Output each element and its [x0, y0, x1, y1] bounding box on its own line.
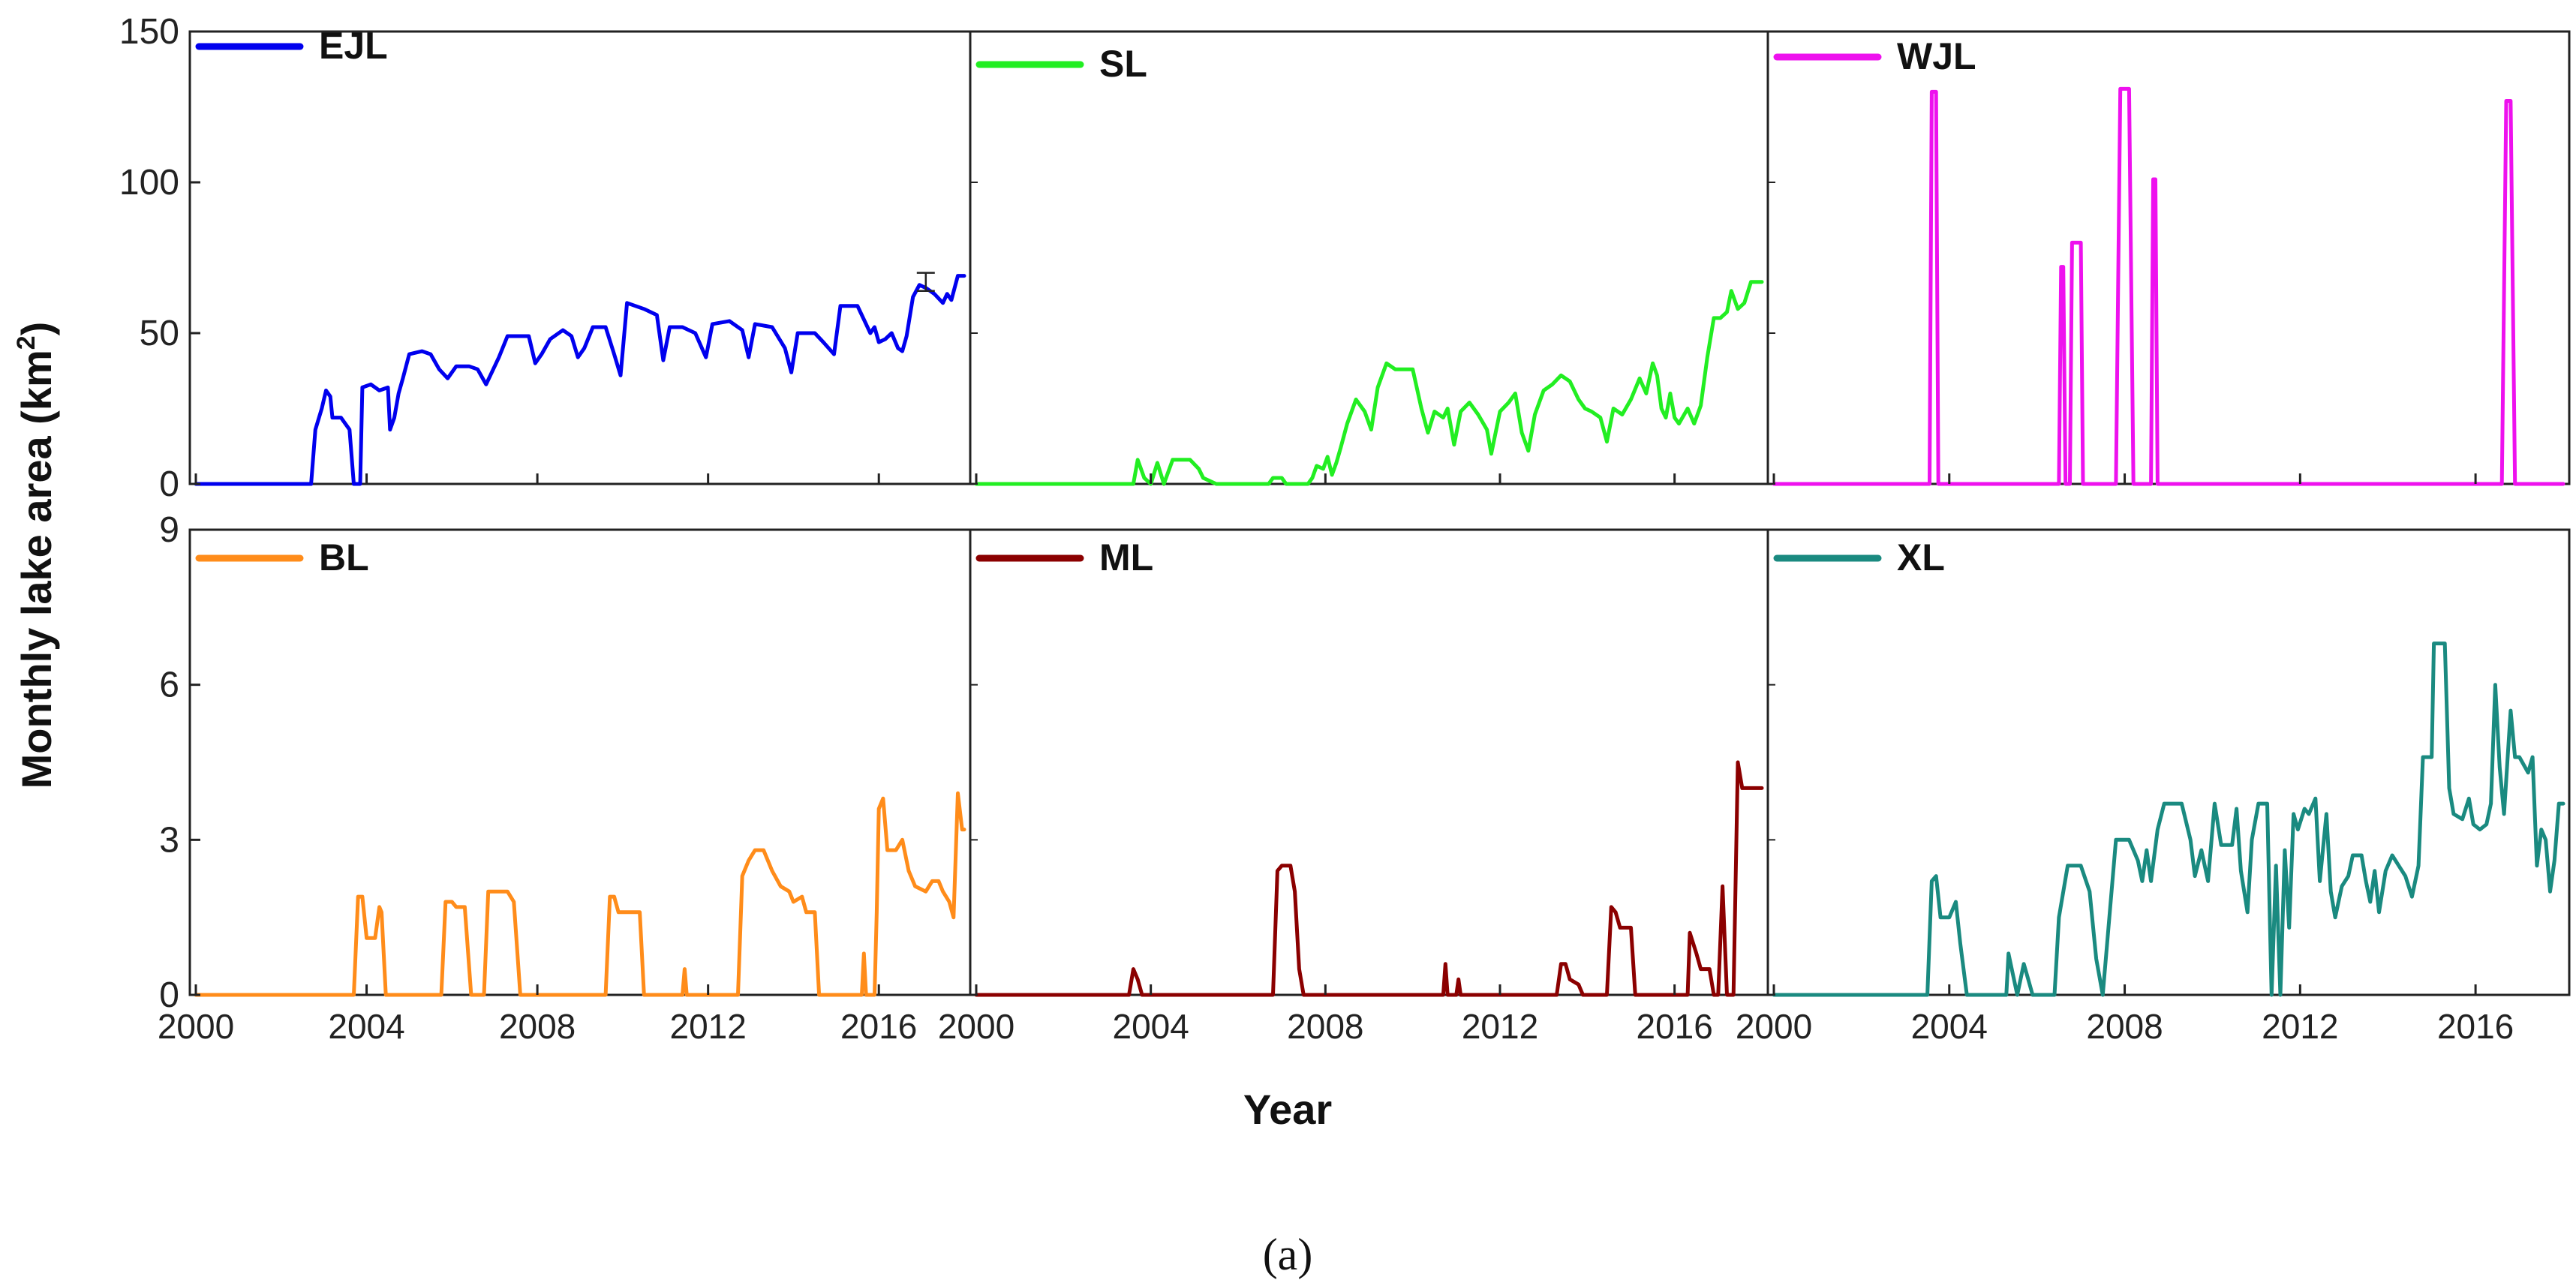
legend-label-wjl: WJL	[1897, 35, 1976, 77]
y-tick-label-r0-2: 100	[119, 163, 179, 203]
series-line-wjl	[1772, 86, 2565, 486]
x-tick-label-c0-4: 2016	[840, 1007, 917, 1046]
series-line-bl	[194, 791, 966, 997]
legend-bl: BL	[195, 536, 369, 578]
axes-layer: 0 50 100 150 0 3 6 9 2000 2004 2008 2012 2016 2000 200…	[119, 12, 2514, 1046]
series-layer	[194, 86, 2565, 997]
x-tick-label-c0-0: 2000	[158, 1007, 234, 1046]
x-tick-label-c2-3: 2012	[2262, 1007, 2338, 1046]
y-tick-label-r0-1: 50	[140, 314, 179, 353]
x-tick-label-c1-1: 2004	[1112, 1007, 1189, 1046]
x-tick-label-c1-3: 2012	[1462, 1007, 1538, 1046]
x-tick-label-c0-1: 2004	[328, 1007, 404, 1046]
series-line-ml	[974, 760, 1764, 997]
legend-label-xl: XL	[1897, 536, 1945, 578]
y-tick-label-r1-2: 6	[159, 666, 179, 705]
y-tick-label-r1-3: 9	[159, 510, 179, 550]
legend-label-bl: BL	[319, 536, 369, 578]
x-tick-label-c0-3: 2012	[669, 1007, 746, 1046]
panel-frame-r1-c1	[969, 528, 1769, 996]
series-line-xl	[1772, 641, 2565, 997]
x-tick-label-c2-1: 2004	[1911, 1007, 1988, 1046]
panel-frame-r1-c2	[1766, 528, 2571, 996]
legend-ejl: EJL	[195, 25, 388, 67]
y-axis-label-text: Monthly lake area (km	[13, 350, 60, 789]
x-tick-label-c1-4: 2016	[1636, 1007, 1712, 1046]
series-line-sl	[974, 280, 1764, 486]
panel-frame-r0-c2	[1766, 30, 2571, 485]
x-tick-label-c2-0: 2000	[1736, 1007, 1812, 1046]
legend-label-ejl: EJL	[319, 25, 388, 67]
y-axis-label: Monthly lake area (km2)	[12, 322, 60, 789]
legend-ml: ML	[975, 536, 1153, 578]
legend-sl: SL	[975, 43, 1147, 85]
y-tick-label-r0-3: 150	[119, 12, 179, 52]
y-tick-label-r0-0: 0	[159, 464, 179, 504]
error-bar-ejl	[916, 272, 935, 292]
y-tick-label-r1-1: 3	[159, 820, 179, 860]
y-axis-label-close: )	[13, 322, 60, 336]
y-tick-label-r1-0: 0	[159, 975, 179, 1015]
legend-wjl: WJL	[1773, 35, 1976, 77]
x-tick-label-c1-2: 2008	[1287, 1007, 1363, 1046]
x-tick-label-c2-4: 2016	[2437, 1007, 2514, 1046]
figure-caption: (a)	[1263, 1230, 1313, 1279]
panel-frame-r0-c0	[188, 30, 972, 485]
panel-frame-r1-c0	[188, 528, 972, 996]
legend-label-ml: ML	[1099, 536, 1153, 578]
x-tick-label-c1-0: 2000	[938, 1007, 1014, 1046]
legend-xl: XL	[1773, 536, 1945, 578]
legend-label-sl: SL	[1099, 43, 1147, 85]
x-tick-label-c0-2: 2008	[499, 1007, 576, 1046]
series-line-ejl	[194, 274, 966, 486]
y-axis-label-superscript: 2	[12, 335, 41, 350]
x-tick-label-c2-2: 2008	[2086, 1007, 2163, 1046]
legend-layer: EJL SL WJL BL ML XL	[195, 25, 1976, 578]
x-axis-label: Year	[1243, 1086, 1332, 1133]
panel-frame-r0-c1	[969, 30, 1769, 485]
